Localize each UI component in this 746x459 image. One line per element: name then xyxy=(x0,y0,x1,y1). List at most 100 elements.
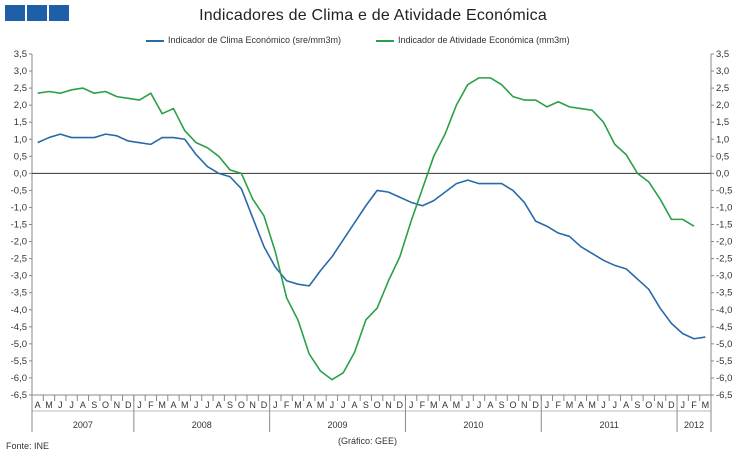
x-tick-label-month: J xyxy=(341,400,346,410)
x-tick-label-month: J xyxy=(273,400,278,410)
y-tick-label-left: -3,5 xyxy=(11,288,27,299)
x-tick-label-month: J xyxy=(58,400,63,410)
x-tick-label-month: M xyxy=(702,400,710,410)
y-tick-label-left: 2,5 xyxy=(14,83,27,94)
y-tick-label-left: 0,5 xyxy=(14,151,27,162)
y-tick-label-right: -3,0 xyxy=(716,271,732,282)
y-tick-label-right: -1,5 xyxy=(716,220,732,231)
x-tick-label-month: A xyxy=(80,400,86,410)
x-tick-label-month: J xyxy=(409,400,414,410)
x-tick-label-month: J xyxy=(613,400,618,410)
x-tick-label-year: 2009 xyxy=(328,420,348,430)
y-tick-label-right: 3,5 xyxy=(716,49,729,60)
x-tick-label-month: N xyxy=(114,400,121,410)
y-tick-label-right: 3,0 xyxy=(716,66,729,77)
x-tick-label-month: A xyxy=(216,400,222,410)
chart-credit: (Gráfico: GEE) xyxy=(338,436,398,446)
legend-item-atividade: Indicador de Atividade Económica (mm3m) xyxy=(376,35,570,45)
y-tick-label-right: 2,5 xyxy=(716,83,729,94)
x-tick-label-month: O xyxy=(645,400,652,410)
y-tick-label-left: 1,0 xyxy=(14,134,27,145)
x-tick-label-month: J xyxy=(137,400,142,410)
x-tick-label-month: M xyxy=(45,400,53,410)
y-tick-label-right: -4,5 xyxy=(716,322,732,333)
y-tick-label-left: -2,0 xyxy=(11,237,27,248)
x-tick-label-month: M xyxy=(294,400,302,410)
chart-title: Indicadores de Clima e de Atividade Econ… xyxy=(199,7,547,24)
legend-swatch-clima xyxy=(146,39,164,42)
x-tick-label-month: O xyxy=(102,400,109,410)
y-tick-label-right: 1,5 xyxy=(716,117,729,128)
x-tick-label-month: A xyxy=(578,400,584,410)
y-tick-label-right: -5,5 xyxy=(716,356,732,367)
x-tick-label-month: A xyxy=(306,400,312,410)
x-tick-label-month: M xyxy=(453,400,461,410)
x-tick-label-month: A xyxy=(623,400,629,410)
x-tick-label-month: M xyxy=(566,400,574,410)
y-tick-label-left: -5,5 xyxy=(11,356,27,367)
y-tick-label-right: 2,0 xyxy=(716,100,729,111)
x-tick-label-month: D xyxy=(261,400,268,410)
y-tick-label-left: -3,0 xyxy=(11,271,27,282)
x-tick-label-month: O xyxy=(374,400,381,410)
y-tick-label-right: 1,0 xyxy=(716,134,729,145)
y-tick-label-left: -6,0 xyxy=(11,373,27,384)
y-tick-label-right: -4,0 xyxy=(716,305,732,316)
ine-logo-icon xyxy=(27,5,47,21)
x-tick-label-month: S xyxy=(91,400,97,410)
x-tick-label-month: M xyxy=(430,400,438,410)
x-tick-label-month: J xyxy=(477,400,482,410)
y-tick-label-left: -1,5 xyxy=(11,220,27,231)
legend-item-clima: Indicador de Clima Económico (sre/mm3m) xyxy=(146,35,341,45)
y-tick-label-right: -1,0 xyxy=(716,202,732,213)
x-tick-label-year: 2007 xyxy=(73,420,93,430)
x-tick-label-month: J xyxy=(545,400,550,410)
x-tick-label-month: J xyxy=(465,400,470,410)
y-tick-label-left: 1,5 xyxy=(14,117,27,128)
y-tick-label-left: -4,0 xyxy=(11,305,27,316)
y-tick-label-right: 0,0 xyxy=(716,168,729,179)
x-tick-label-month: D xyxy=(668,400,675,410)
x-tick-label-year: 2012 xyxy=(684,420,704,430)
x-tick-label-month: J xyxy=(601,400,606,410)
y-tick-label-right: 0,5 xyxy=(716,151,729,162)
x-tick-label-month: F xyxy=(420,400,426,410)
x-tick-label-year: 2008 xyxy=(192,420,212,430)
y-tick-label-right: -5,0 xyxy=(716,339,732,350)
y-tick-label-left: -0,5 xyxy=(11,185,27,196)
y-tick-label-left: 3,5 xyxy=(14,49,27,60)
series-line-atividade xyxy=(37,77,695,381)
x-tick-label-month: F xyxy=(148,400,154,410)
y-tick-label-left: -4,5 xyxy=(11,322,27,333)
y-tick-label-right: -6,5 xyxy=(716,390,732,401)
x-tick-label-year: 2010 xyxy=(463,420,483,430)
x-tick-label-month: A xyxy=(352,400,358,410)
y-tick-label-left: -6,5 xyxy=(11,390,27,401)
x-tick-label-month: A xyxy=(442,400,448,410)
x-tick-label-month: J xyxy=(680,400,685,410)
y-tick-label-right: -2,5 xyxy=(716,254,732,265)
legend-swatch-atividade xyxy=(376,39,394,42)
y-tick-label-right: -0,5 xyxy=(716,185,732,196)
x-tick-label-month: D xyxy=(532,400,539,410)
x-tick-label-month: S xyxy=(227,400,233,410)
source-note: Fonte: INE xyxy=(6,441,50,451)
x-tick-label-month: N xyxy=(521,400,528,410)
y-tick-label-right: -3,5 xyxy=(716,288,732,299)
x-tick-label-month: O xyxy=(238,400,245,410)
x-tick-label-month: F xyxy=(555,400,561,410)
x-tick-label-month: A xyxy=(35,400,41,410)
x-tick-label-year: 2011 xyxy=(599,420,618,430)
x-tick-label-month: N xyxy=(657,400,664,410)
y-tick-label-right: -2,0 xyxy=(716,237,732,248)
y-tick-label-left: 3,0 xyxy=(14,66,27,77)
x-tick-label-month: D xyxy=(397,400,404,410)
x-tick-label-month: N xyxy=(385,400,392,410)
y-tick-label-left: 2,0 xyxy=(14,100,27,111)
legend-label-atividade: Indicador de Atividade Económica (mm3m) xyxy=(398,35,570,45)
x-tick-label-month: N xyxy=(249,400,256,410)
ine-logo-icon xyxy=(5,5,25,21)
legend-label-clima: Indicador de Clima Económico (sre/mm3m) xyxy=(168,35,342,45)
x-tick-label-month: J xyxy=(194,400,199,410)
